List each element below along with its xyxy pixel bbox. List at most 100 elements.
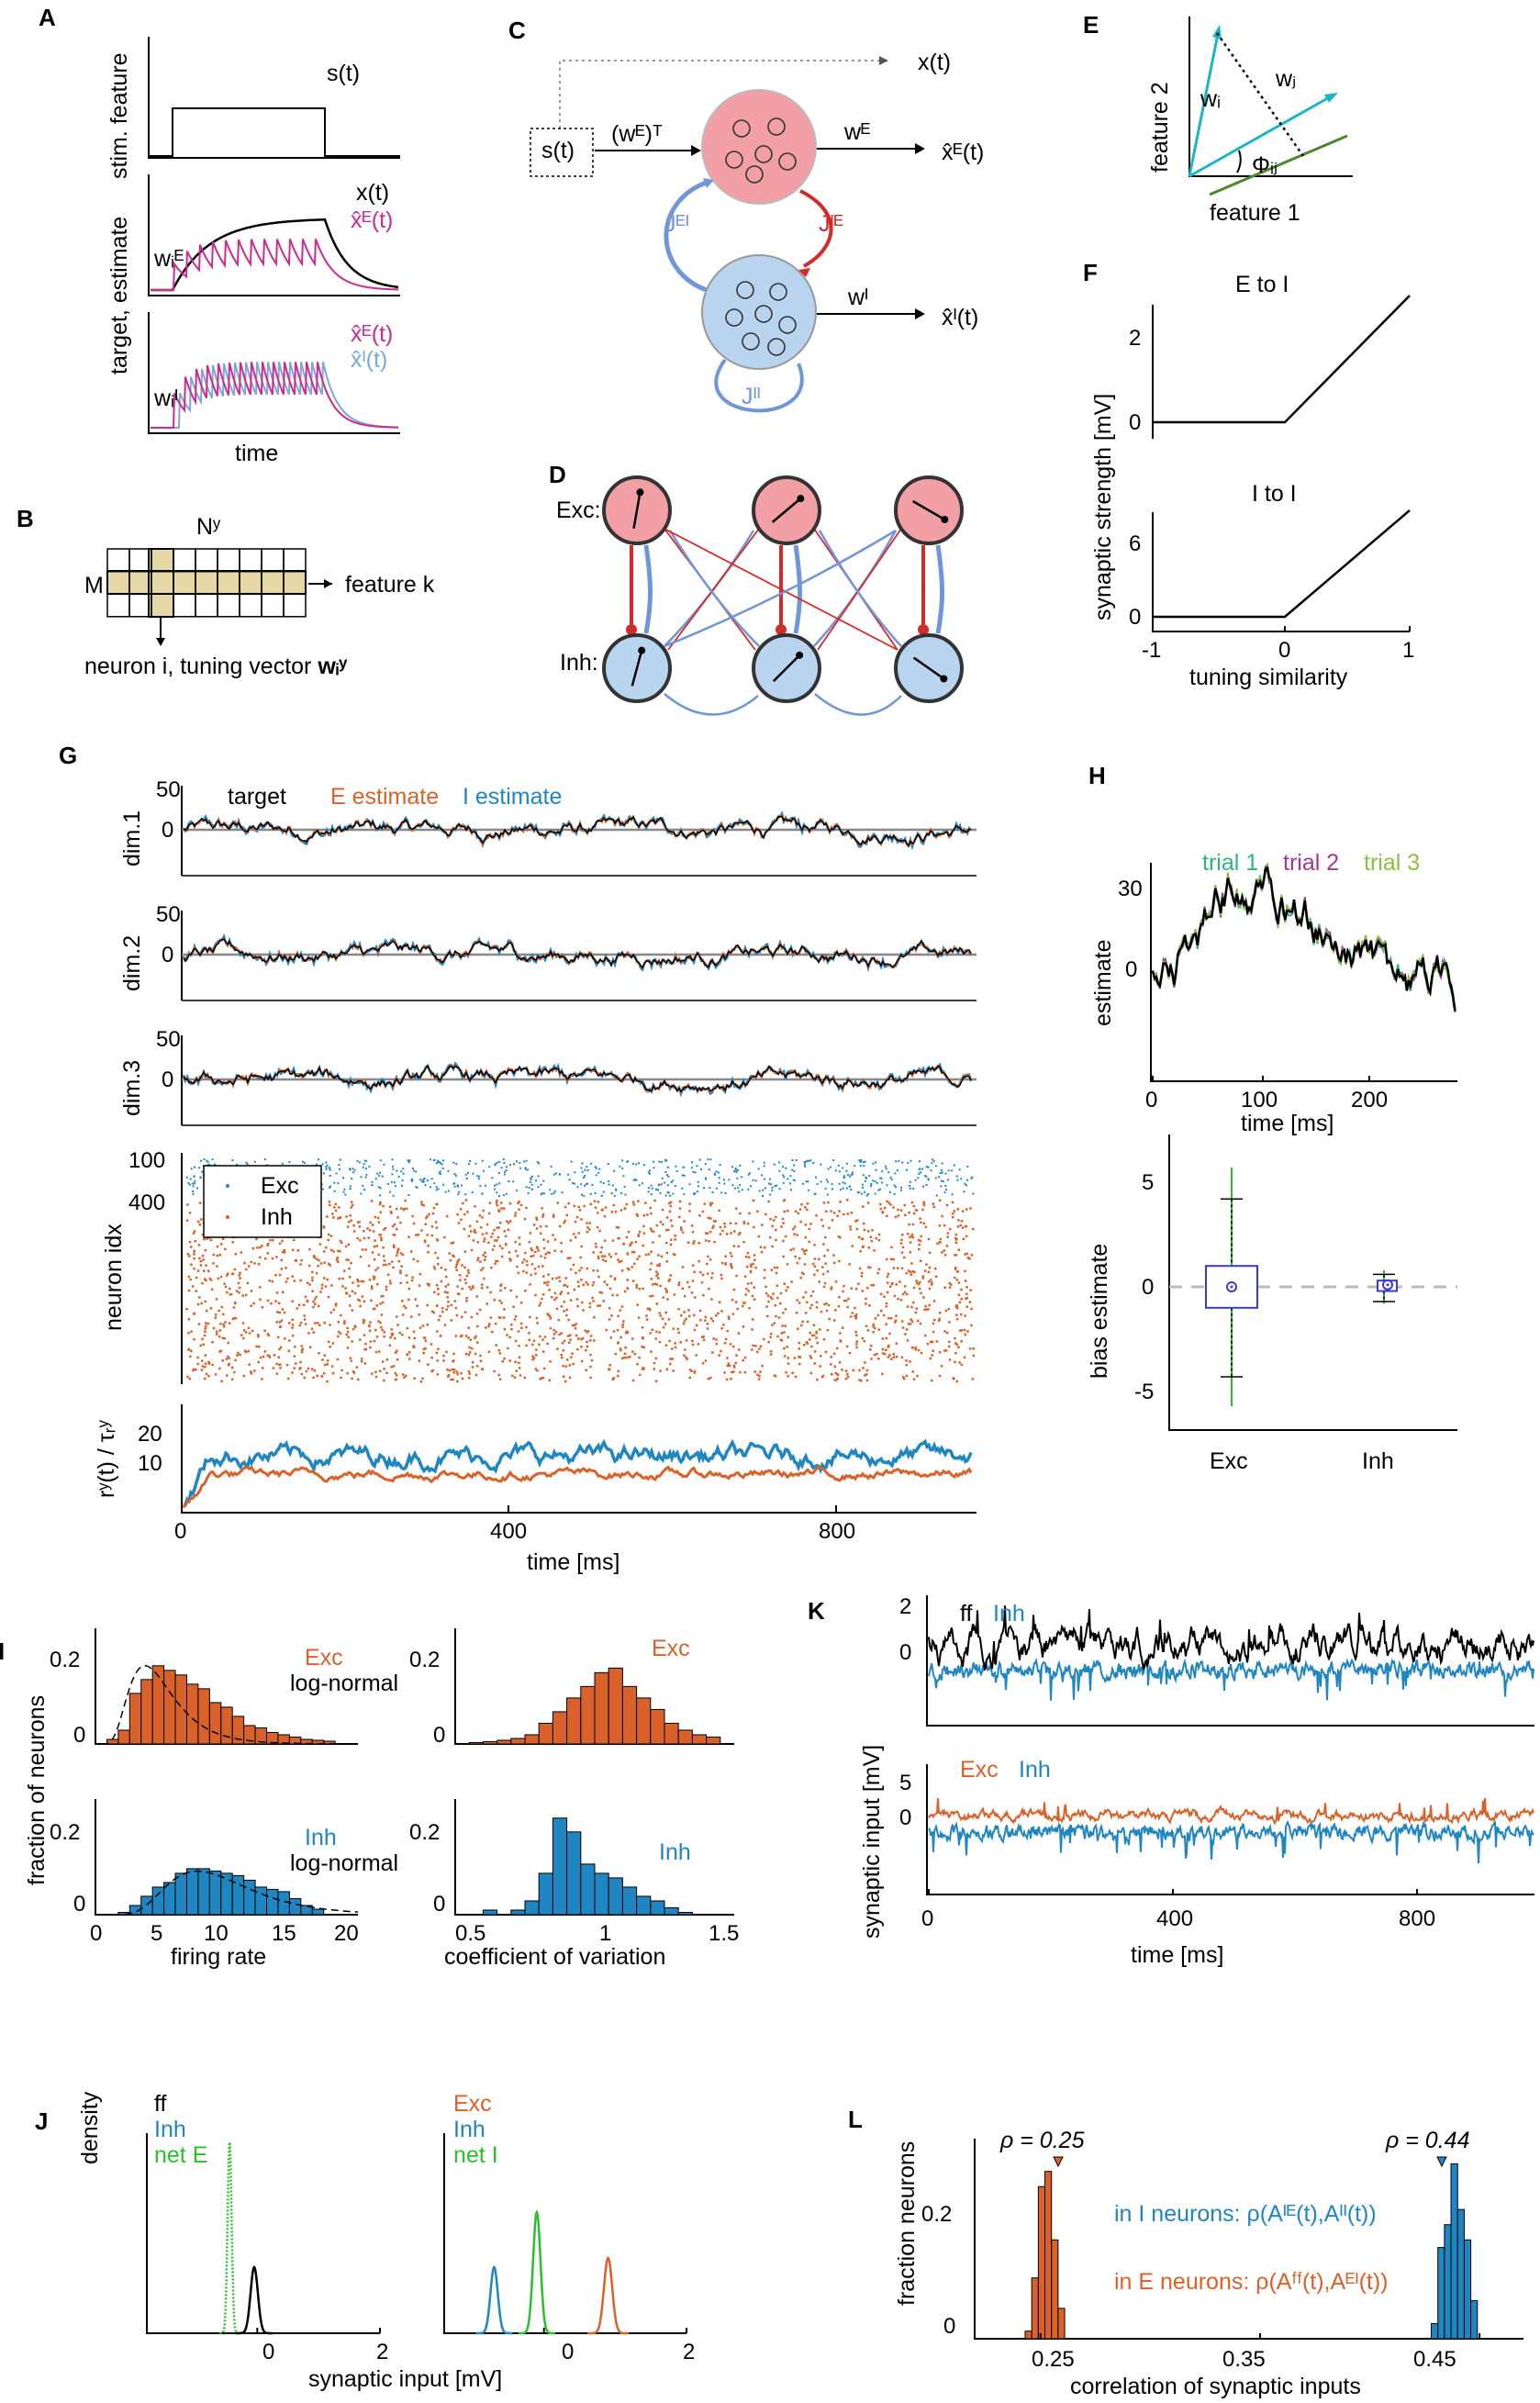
j-inh2-label: Inh (453, 2117, 485, 2142)
g-dim-target (183, 815, 972, 848)
g-xticks (181, 1505, 837, 1513)
panel-label-f: F (1083, 259, 1098, 286)
l-axes (974, 2139, 1523, 2340)
i-bar (254, 1886, 268, 1916)
a-xhatE-label: x̂ᴱ(t) (351, 207, 393, 233)
d-exc-to-inh-weak (817, 528, 902, 651)
j-xlabel: synaptic input [mV] (308, 2366, 502, 2392)
g-raster-exc-spikes (185, 1199, 976, 1383)
l-bar (1444, 2224, 1452, 2340)
l-bar (1057, 2308, 1066, 2340)
b-grid-cell (195, 548, 218, 573)
i-yt-0-c: 0 (433, 1723, 445, 1748)
i-bar (197, 1688, 210, 1745)
a-est-axes (148, 312, 400, 434)
k-yt1-2: 2 (899, 1594, 911, 1619)
f-title-2: I to I (1252, 481, 1297, 507)
h-ylabel2: bias estimate (1087, 1244, 1112, 1379)
i-xt-fr-20: 20 (334, 1921, 359, 1946)
e-wi-vector (1188, 28, 1221, 177)
d-inh-to-exc-strong (793, 544, 802, 634)
c-JEI-arrowhead (703, 178, 714, 188)
h-box-median (1382, 1279, 1393, 1291)
i-histograms (95, 1628, 734, 1916)
i-bar (621, 1685, 638, 1745)
a-estimate-E (151, 239, 399, 291)
k-ylabel: synaptic input [mV] (859, 1745, 885, 1939)
g-dim-label: dim.1 (119, 810, 145, 866)
h-trial2: trial 2 (1283, 850, 1339, 876)
panel-d: D Exc: Inh: (549, 461, 964, 716)
k-inh-label: Inh (993, 1601, 1025, 1626)
h-trial1: trial 1 (1202, 850, 1258, 876)
i-bar (650, 1900, 665, 1916)
d-exc-tuning-arrow (912, 499, 945, 521)
g-raster-yt-100: 100 (128, 1148, 165, 1173)
i-bar (163, 1670, 176, 1745)
f-yt2-6: 6 (1129, 531, 1141, 556)
i-xlabel-cv: coefficient of variation (444, 1944, 665, 1970)
d-inh-to-exc-weak (668, 530, 760, 647)
i-bar (677, 1729, 693, 1745)
i-xt-cv-05: 0.5 (455, 1921, 485, 1946)
i-lognormal-fit (101, 1664, 358, 1745)
i-bar (311, 1908, 325, 1916)
a-estimate-I (151, 362, 399, 429)
h-xt-0: 0 (1145, 1088, 1157, 1112)
k-axes-1 (926, 1595, 1534, 1727)
c-inh-neurons (725, 281, 797, 356)
k-ff-label: ff (960, 1601, 972, 1626)
g-raster-yt-400: 400 (128, 1190, 165, 1215)
d-exc-arrow-tip (941, 516, 949, 523)
h-cat-inh: Inh (1362, 1448, 1394, 1474)
i-bar (524, 1734, 540, 1745)
h-target-trace (1151, 866, 1456, 1011)
i-bar (323, 1740, 336, 1745)
panel-k: K ff Inh Exc Inh 2 0 5 0 synaptic input … (808, 1594, 1534, 1968)
panel-label-k: K (808, 1597, 825, 1625)
h-cat-exc: Exc (1210, 1448, 1248, 1474)
a-estimate-E2 (151, 362, 398, 429)
f-xticks (1152, 626, 1411, 631)
g-leg-dot-exc (226, 1184, 229, 1188)
g-legend-target: target (228, 784, 286, 810)
g-dim-target (183, 938, 972, 969)
i-bar (174, 1674, 187, 1745)
h-box-median (1226, 1281, 1237, 1292)
i-ylabel: fraction of neurons (24, 1695, 50, 1885)
j-netI-label: net I (453, 2142, 498, 2168)
i-bar (580, 1685, 596, 1745)
e-wj-label: wⱼ (1275, 66, 1296, 92)
i-lognormal-1: log-normal (290, 1671, 398, 1696)
g-dim-yt-0: 0 (162, 818, 173, 843)
c-s-label: s(t) (541, 138, 575, 163)
i-xt-fr-5: 5 (151, 1921, 162, 1946)
i-bar (510, 1909, 526, 1916)
j-netE-label: net E (154, 2142, 207, 2168)
j-inh-label: Inh (154, 2117, 186, 2142)
panel-j: J ff Inh net E Exc Inh net I density 0 2… (35, 2091, 695, 2392)
l-bar (1037, 2185, 1046, 2340)
j-exc-density (587, 2256, 630, 2335)
b-grid-cell (173, 548, 196, 573)
l-xt-035: 0.35 (1222, 2347, 1266, 2372)
i-yt-02-d: 0.2 (409, 1820, 440, 1845)
c-dotted-arrowhead (879, 56, 888, 65)
g-raster-ylabel: neuron idx (101, 1224, 127, 1331)
e-angle-arc (1236, 150, 1242, 173)
l-ylabel: fraction neurons (894, 2141, 920, 2306)
a-xlabel: time (235, 441, 278, 466)
panel-c: C x(t) s(t) (wᴱ)ᵀ wᴱ x̂ᴱ(t) Jᴱᴵ Jᴵᴱ wᴵ x… (508, 17, 984, 413)
b-grid-cell (261, 593, 285, 618)
i-xt-cv-1: 1 (599, 1921, 611, 1946)
b-grid-cell (106, 548, 130, 573)
d-connections (626, 528, 944, 716)
k-axes-2 (926, 1764, 1534, 1895)
h-box-cap (1221, 1198, 1243, 1378)
f-title-1: E to I (1235, 272, 1289, 297)
d-inh-tuning-arrow (912, 656, 945, 680)
i-bar (538, 1722, 553, 1745)
h-yt2-neg5: -5 (1134, 1380, 1154, 1404)
e-f2-label: feature 2 (1147, 82, 1173, 173)
a-xhatI2-label: x̂ᴵ(t) (351, 347, 387, 373)
